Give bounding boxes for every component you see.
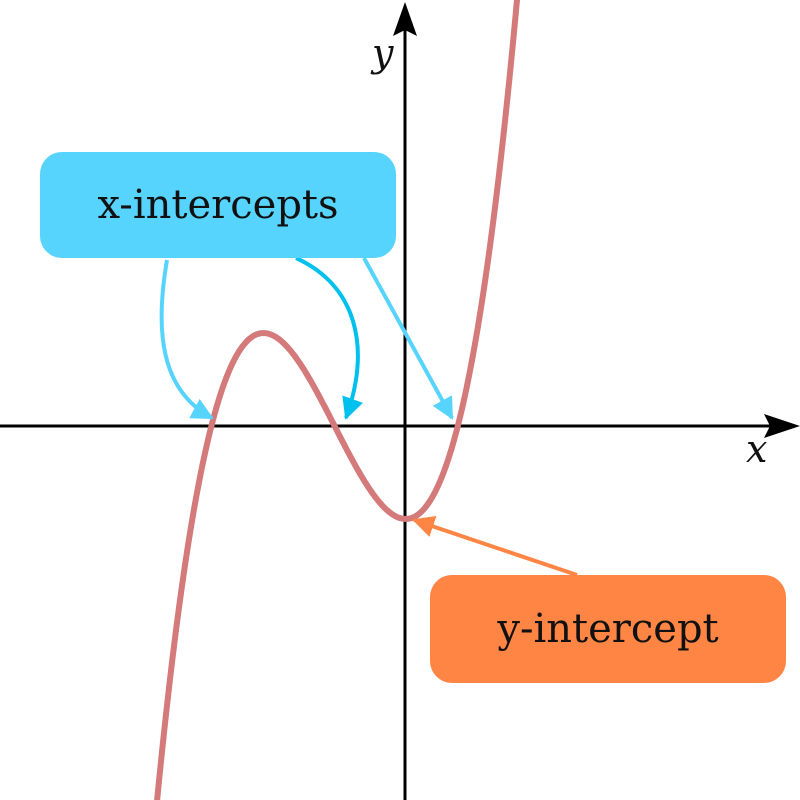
- cubic-curve: [154, 0, 521, 800]
- x-intercepts-callout: x-intercepts: [40, 152, 396, 258]
- x-intercepts-label: x-intercepts: [97, 182, 339, 228]
- x-intercept-arrow-middle: [295, 256, 364, 420]
- x-intercept-arrow-right: [362, 257, 454, 420]
- y-axis-label: y: [372, 31, 394, 75]
- x-intercept-arrow-left: [159, 259, 214, 420]
- x-axis-arrowhead: [764, 414, 800, 438]
- x-axis-label: x: [746, 427, 768, 471]
- y-intercept-label: y-intercept: [497, 606, 719, 652]
- y-axis-arrowhead: [393, 2, 417, 36]
- y-intercept-callout: y-intercept: [430, 575, 786, 683]
- y-intercept-arrow: [412, 515, 578, 577]
